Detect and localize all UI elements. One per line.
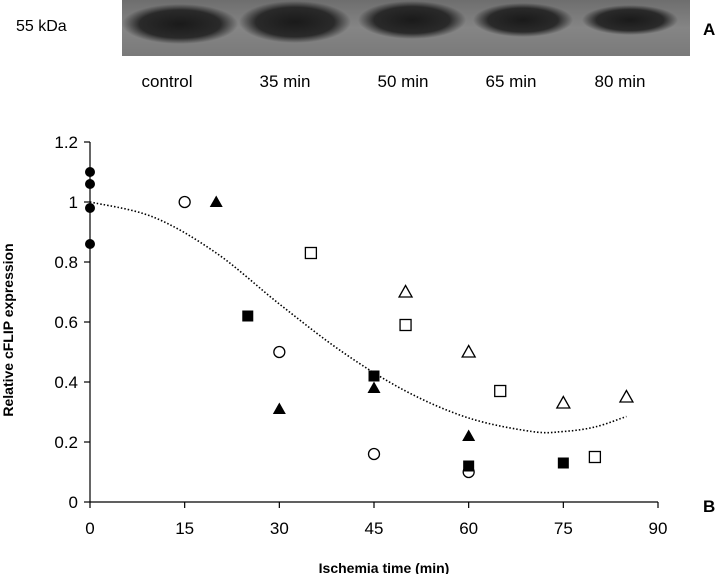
filled-circle-marker bbox=[85, 239, 95, 249]
y-tick-label: 0.8 bbox=[54, 253, 78, 272]
filled-triangle-marker bbox=[209, 195, 223, 207]
y-tick-label: 0.6 bbox=[54, 313, 78, 332]
open-triangle-marker bbox=[397, 284, 414, 298]
open-square-marker bbox=[399, 318, 412, 332]
filled-circle-marker bbox=[85, 179, 95, 189]
y-tick-label: 0.2 bbox=[54, 433, 78, 452]
y-axis-title: Relative cFLIP expression bbox=[0, 243, 16, 416]
x-tick-label: 90 bbox=[649, 519, 668, 538]
lane-label-50min: 50 min bbox=[377, 72, 429, 91]
open-square-marker bbox=[588, 450, 602, 464]
blot-band-50min bbox=[358, 1, 466, 39]
y-tick-label: 0.4 bbox=[54, 373, 78, 392]
blot-band-35min bbox=[239, 1, 351, 43]
blot-band-65min bbox=[473, 3, 573, 37]
x-tick-label: 30 bbox=[270, 519, 289, 538]
western-blot-image bbox=[122, 0, 690, 56]
filled-square-marker bbox=[242, 310, 254, 322]
filled-circle-marker bbox=[85, 203, 95, 213]
filled-square-marker bbox=[557, 457, 569, 469]
x-tick-label: 15 bbox=[175, 519, 194, 538]
panel-label-a: A bbox=[703, 20, 716, 39]
open-circle-marker bbox=[273, 345, 286, 359]
blot-band-80min bbox=[582, 5, 678, 35]
blot-band-control bbox=[122, 4, 238, 44]
y-tick-label: 0 bbox=[69, 493, 78, 512]
filled-circle-marker bbox=[85, 167, 95, 177]
open-circle-marker bbox=[178, 195, 191, 209]
filled-triangle-marker bbox=[462, 429, 476, 441]
lane-label-65min: 65 min bbox=[485, 72, 537, 91]
y-tick-label: 1 bbox=[69, 193, 78, 212]
lane-label-80min: 80 min bbox=[594, 72, 646, 91]
x-tick-label: 45 bbox=[365, 519, 384, 538]
filled-triangle-marker bbox=[272, 402, 286, 414]
y-tick-label: 1.2 bbox=[54, 133, 78, 152]
open-circle-marker bbox=[367, 447, 381, 461]
x-axis-title: Ischemia time (min) bbox=[319, 560, 450, 574]
filled-square-marker bbox=[463, 460, 475, 472]
x-tick-label: 0 bbox=[85, 519, 94, 538]
trendline bbox=[89, 201, 627, 434]
open-square-marker bbox=[304, 246, 318, 260]
filled-square-marker bbox=[368, 370, 380, 382]
panel-label-b: B bbox=[703, 497, 716, 516]
open-triangle-marker bbox=[555, 395, 571, 409]
scatter-plot: 0 0.2 0.4 0.6 0.8 1 1.2 0 15 30 45 60 75 90 Ischemia t… bbox=[0, 133, 667, 574]
open-square-marker bbox=[494, 384, 507, 398]
open-triangle-marker bbox=[461, 344, 477, 358]
open-triangle-marker bbox=[618, 389, 635, 403]
x-tick-label: 60 bbox=[459, 519, 478, 538]
x-tick-label: 75 bbox=[554, 519, 573, 538]
lane-label-35min: 35 min bbox=[259, 72, 311, 91]
filled-triangle-marker bbox=[367, 381, 381, 393]
lane-label-control: control bbox=[141, 72, 193, 91]
blot-mw-marker: 55 kDa bbox=[16, 18, 67, 35]
